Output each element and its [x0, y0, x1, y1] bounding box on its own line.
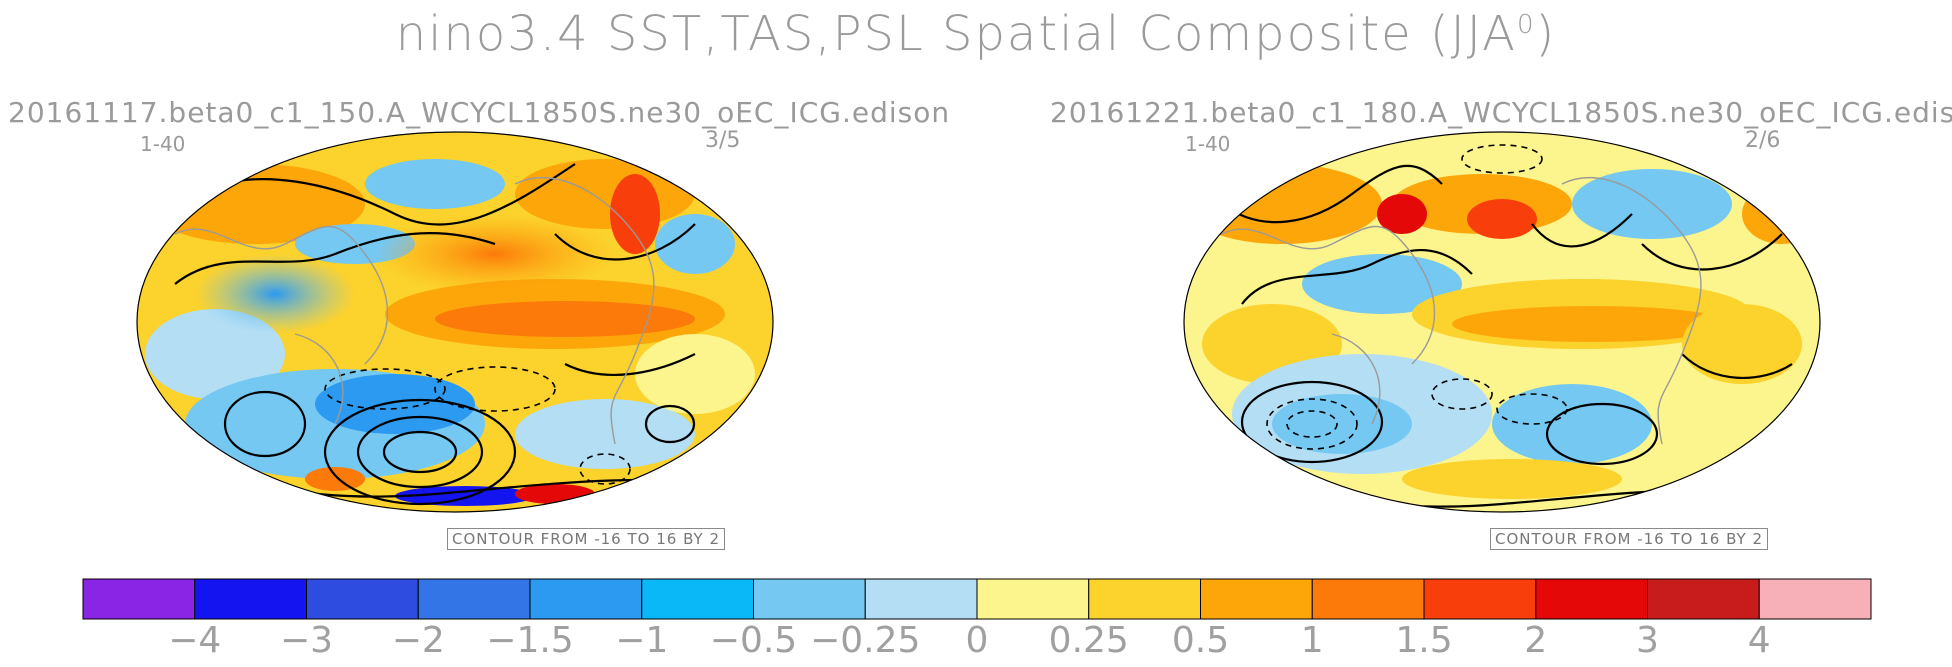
- colorbar-swatch: [1758, 578, 1872, 620]
- map-panel-left: 20161117.beta0_c1_150.A_WCYCL1850S.ne30_…: [0, 96, 980, 556]
- colorbar-tick-label: 0.5: [1171, 620, 1230, 661]
- colorbar-swatch: [1535, 578, 1648, 620]
- colorbar-swatch: [194, 578, 307, 620]
- colorbar-tick-label: 1: [1300, 620, 1324, 661]
- panel-run-name: 20161221.beta0_c1_180.A_WCYCL1850S.ne30_…: [1050, 96, 1952, 129]
- panel-run-name: 20161117.beta0_c1_150.A_WCYCL1850S.ne30_…: [8, 96, 951, 129]
- colorbar-swatch: [753, 578, 866, 620]
- colorbar-swatch: [1311, 578, 1425, 620]
- psl-dashed-contours: [324, 366, 631, 485]
- anomaly-field: [1184, 132, 1820, 512]
- panel-years: 1-40: [140, 132, 186, 156]
- panel-years: 1-40: [1185, 132, 1231, 156]
- colorbar-swatch: [306, 578, 419, 620]
- colorbar-swatch: [529, 578, 643, 620]
- colorbar-tick-label: −0.5: [709, 620, 798, 661]
- world-map-right: [1183, 131, 1821, 513]
- colorbar-tick-label: −4: [168, 620, 222, 661]
- world-map-left: [136, 131, 774, 513]
- figure-title: nino3.4 SST,TAS,PSL Spatial Composite (J…: [395, 6, 1557, 62]
- colorbar-tick-label: −2: [391, 620, 445, 661]
- colorbar-swatch: [82, 578, 196, 620]
- panel-ratio: 3/5: [705, 128, 741, 153]
- colorbar-swatch: [641, 578, 754, 620]
- colorbar-swatch: [1200, 578, 1313, 620]
- psl-dashed-contours: [1266, 144, 1568, 450]
- colorbar-tick-label: −0.25: [810, 620, 921, 661]
- colorbar-tick-label: 2: [1524, 620, 1548, 661]
- panel-ratio: 2/6: [1745, 128, 1781, 153]
- colorbar-tick-label: 0.25: [1048, 620, 1129, 661]
- coastlines: [174, 176, 655, 445]
- colorbar-swatch: [1088, 578, 1201, 620]
- colorbar-tick-label: 4: [1747, 620, 1771, 661]
- colorbar: [82, 578, 1872, 620]
- colorbar-tick-label: 0: [965, 620, 989, 661]
- map-panel-right: 20161221.beta0_c1_180.A_WCYCL1850S.ne30_…: [1040, 96, 1952, 556]
- anomaly-field: [137, 132, 773, 512]
- colorbar-swatch: [1423, 578, 1537, 620]
- contour-info-box: CONTOUR FROM -16 TO 16 BY 2: [447, 528, 726, 550]
- colorbar-tick-label: −1: [615, 620, 669, 661]
- colorbar-swatch: [1647, 578, 1760, 620]
- colorbar-tick-label: 1.5: [1395, 620, 1453, 661]
- contour-info-box: CONTOUR FROM -16 TO 16 BY 2: [1490, 528, 1769, 550]
- coastlines: [1221, 176, 1702, 445]
- colorbar-tick-label: 3: [1636, 620, 1659, 661]
- colorbar-swatch: [417, 578, 531, 620]
- colorbar-swatch: [864, 578, 978, 620]
- colorbar-tick-label: −1.5: [486, 620, 574, 661]
- colorbar-tick-label: −3: [279, 620, 334, 661]
- colorbar-swatch: [976, 578, 1090, 620]
